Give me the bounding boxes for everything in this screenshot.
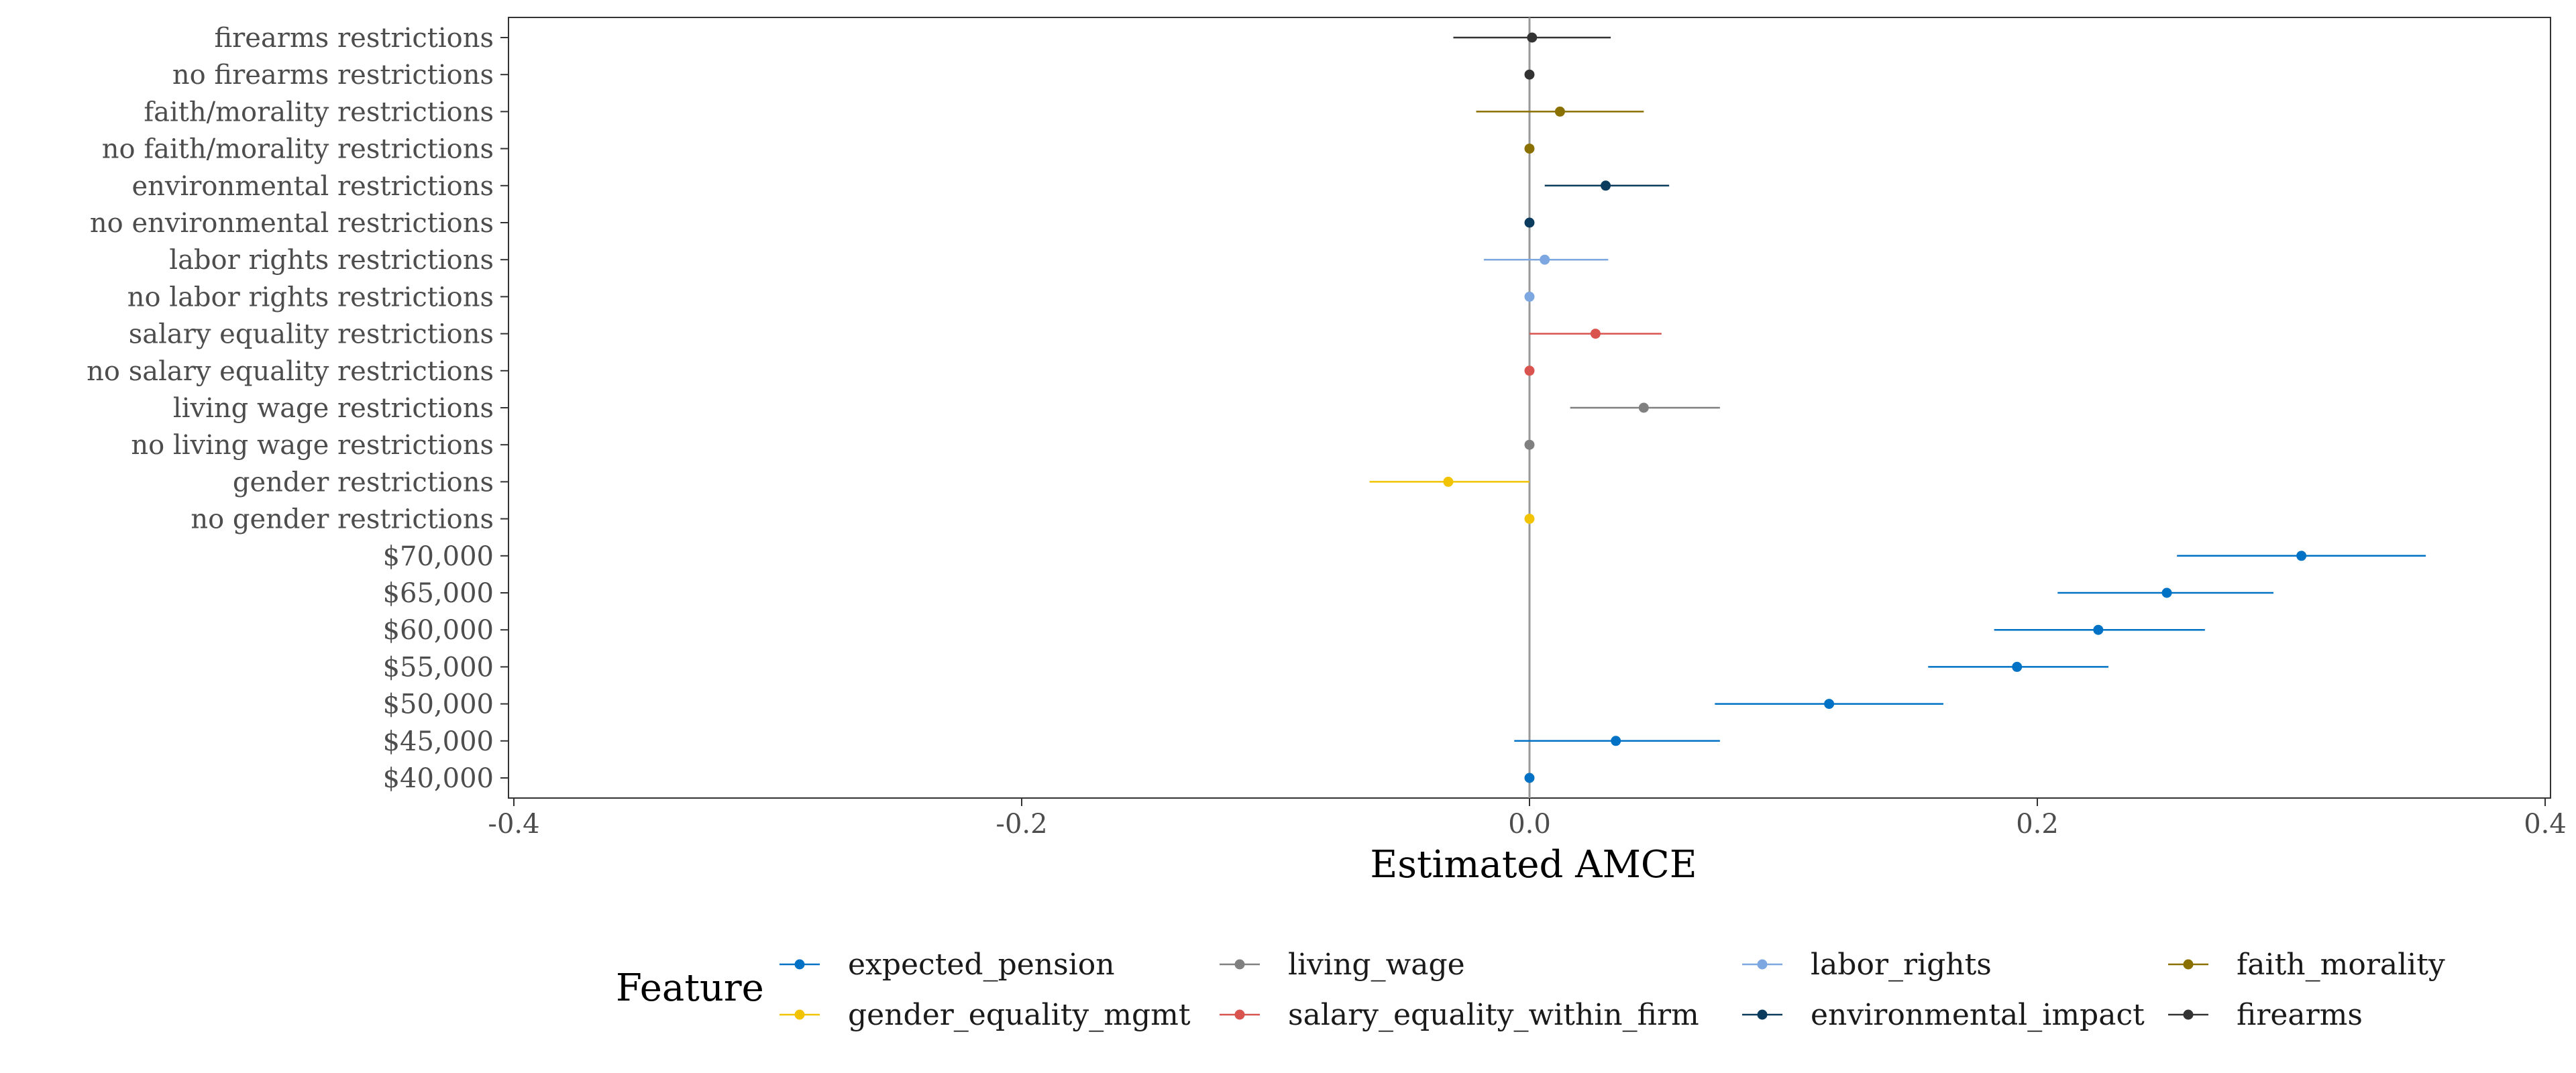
estimate-point [1524,144,1535,154]
estimate-point [1524,217,1535,228]
legend-label: environmental_impact [1811,998,2145,1032]
x-tick-label: -0.4 [488,809,539,840]
legend-key-point [2183,1009,2194,1020]
legend-key-point [1234,1009,1245,1020]
legend-label: expected_pension [848,948,1115,982]
legend-label: faith_morality [2237,948,2445,982]
x-tick-label: 0.4 [2524,809,2567,840]
legend-label: living_wage [1288,948,1465,982]
estimate-point [1524,365,1535,376]
legend-key-point [1234,959,1245,970]
y-tick-label: $70,000 [383,541,494,572]
legend-item: labor_rights [1742,948,1992,982]
y-tick-label: $60,000 [383,615,494,646]
legend-item: salary_equality_within_firm [1220,998,1699,1032]
legend-item: firearms [2168,998,2363,1032]
y-tick-label: gender restrictions [233,467,494,498]
x-tick-label: 0.0 [1508,809,1551,840]
y-tick-label: $55,000 [383,652,494,683]
y-tick-label: no firearms restrictions [172,60,494,91]
legend-label: salary_equality_within_firm [1288,998,1699,1032]
legend-item: gender_equality_mgmt [780,998,1191,1032]
estimate-point [2296,551,2307,561]
estimate-point [1524,439,1535,450]
estimate-point [1611,736,1621,746]
legend-key-point [2183,959,2194,970]
y-tick-label: $40,000 [383,763,494,794]
y-tick-label: no salary equality restrictions [87,356,494,387]
estimate-point [2093,624,2104,635]
legend: Feature expected_pension living_wage labor… [616,948,2445,1032]
estimate-point [1601,180,1611,191]
legend-item: faith_morality [2168,948,2445,982]
estimate-point [1524,514,1535,524]
legend-label: gender_equality_mgmt [848,998,1191,1032]
y-tick-label: living wage restrictions [173,393,494,424]
legend-key-point [794,1009,805,1020]
legend-key-point [1757,959,1768,970]
estimate-point [2012,661,2023,672]
estimate-point [1527,32,1538,43]
x-tick-label: 0.2 [2016,809,2059,840]
y-tick-label: faith/morality restrictions [144,97,494,127]
estimate-point [1443,476,1454,487]
x-axis-title: Estimated AMCE [1370,843,1697,887]
estimate-point [1540,254,1550,265]
legend-label: labor_rights [1811,948,1992,982]
y-tick-label: salary equality restrictions [129,319,494,350]
y-tick-label: no faith/morality restrictions [102,134,494,165]
y-tick-label: no living wage restrictions [131,430,494,461]
legend-key-point [794,959,805,970]
estimate-point [1524,773,1535,783]
x-tick-label: -0.2 [996,809,1047,840]
y-tick-label: environmental restrictions [131,171,494,202]
legend-label: firearms [2237,998,2363,1032]
y-tick-label: no gender restrictions [191,504,494,535]
estimate-point [2161,587,2172,598]
y-tick-label: labor rights restrictions [169,245,494,276]
legend-title: Feature [616,966,764,1010]
y-tick-label: $65,000 [383,578,494,609]
estimate-point [1638,402,1649,413]
legend-item: environmental_impact [1742,998,2145,1032]
plot-layer: -0.4 -0.2 0.0 0.2 0.4 firearms restrictions no… [87,17,2567,840]
legend-key-point [1757,1009,1768,1020]
y-tick-label: firearms restrictions [214,23,494,54]
estimate-point [1554,106,1565,117]
estimate-point [1524,69,1535,80]
y-tick-label: no environmental restrictions [90,208,494,239]
estimate-point [1824,699,1835,710]
estimate-point [1524,291,1535,302]
estimate-point [1590,329,1601,339]
y-tick-label: $45,000 [383,726,494,757]
y-tick-label: $50,000 [383,689,494,720]
legend-item: living_wage [1220,948,1465,982]
legend-item: expected_pension [780,948,1115,982]
y-tick-label: no labor rights restrictions [127,282,494,313]
